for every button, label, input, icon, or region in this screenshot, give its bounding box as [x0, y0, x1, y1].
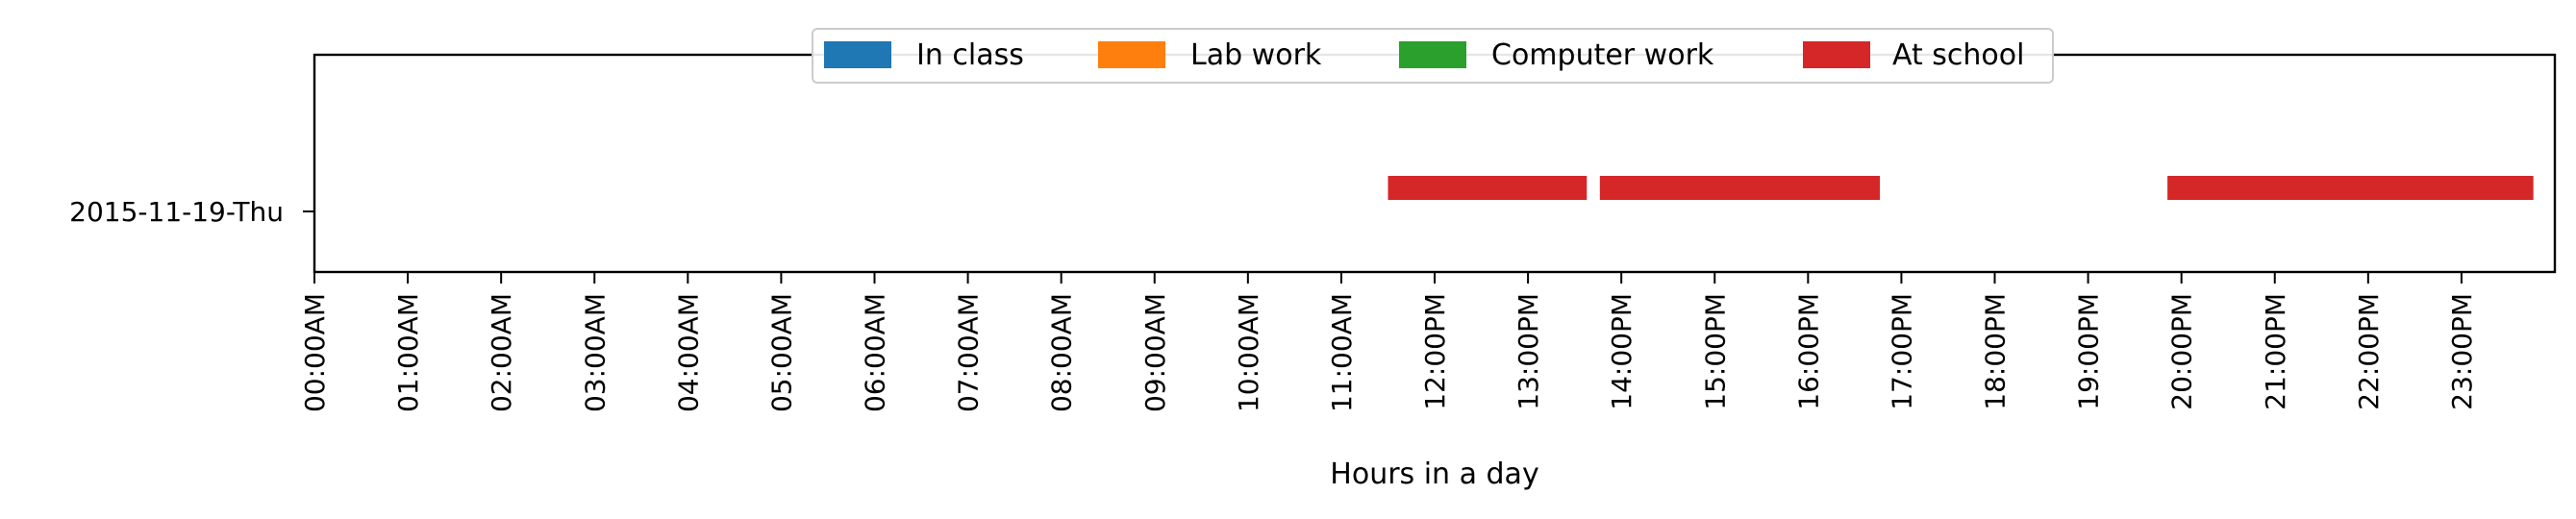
x-tick-label: 23:00PM: [2446, 293, 2478, 410]
x-tick-label: 08:00AM: [1046, 293, 1078, 412]
legend-label[interactable]: At school: [1892, 38, 2024, 72]
x-tick-label: 07:00AM: [953, 293, 985, 412]
x-tick-label: 20:00PM: [2166, 293, 2198, 410]
legend[interactable]: In class Lab work Computer work At school: [812, 28, 2054, 84]
y-tick-label: 2015-11-19-Thu: [69, 196, 284, 228]
x-tick-label: 21:00PM: [2260, 293, 2291, 410]
legend-label[interactable]: In class: [916, 38, 1024, 72]
legend-label[interactable]: Computer work: [1491, 38, 1714, 72]
x-tick-label: 14:00PM: [1606, 293, 1638, 410]
x-axis: 00:00AM 01:00AM 02:00AM 03:00AM 04:00AM 05:00…: [299, 272, 2478, 412]
x-tick-label: 11:00AM: [1326, 293, 1358, 412]
x-tick-label: 10:00AM: [1233, 293, 1264, 412]
x-tick-label: 13:00PM: [1513, 293, 1544, 410]
x-tick-label: 12:00PM: [1419, 293, 1451, 410]
legend-label[interactable]: Lab work: [1190, 38, 1322, 72]
x-tick-label: 04:00AM: [672, 293, 704, 412]
x-tick-label: 19:00PM: [2073, 293, 2105, 410]
x-tick-label: 03:00AM: [579, 293, 611, 412]
timeline-bar: [1599, 176, 1881, 200]
x-tick-label: 01:00AM: [392, 293, 424, 412]
x-tick-label: 09:00AM: [1139, 293, 1171, 412]
x-tick-label: 00:00AM: [299, 293, 331, 412]
timeline-bar: [1388, 176, 1588, 200]
bars-layer: [1388, 176, 2534, 200]
x-tick-label: 15:00PM: [1699, 293, 1731, 410]
legend-swatch: [1399, 41, 1466, 68]
plot-frame: [313, 53, 2557, 274]
x-tick-label: 06:00AM: [860, 293, 891, 412]
legend-swatch: [1098, 41, 1165, 68]
timeline-bar: [2167, 176, 2534, 200]
x-tick-label: 16:00PM: [1792, 293, 1824, 410]
x-tick-label: 18:00PM: [1980, 293, 2012, 410]
x-tick-label: 02:00AM: [486, 293, 517, 412]
x-tick-label: 17:00PM: [1886, 293, 1917, 410]
y-axis: 2015-11-19-Thu: [69, 196, 314, 228]
x-axis-title: Hours in a day: [1330, 457, 1538, 491]
legend-swatch: [1803, 41, 1870, 68]
x-tick-label: 05:00AM: [765, 293, 797, 412]
legend-swatch: [824, 41, 891, 68]
x-tick-label: 22:00PM: [2353, 293, 2385, 410]
